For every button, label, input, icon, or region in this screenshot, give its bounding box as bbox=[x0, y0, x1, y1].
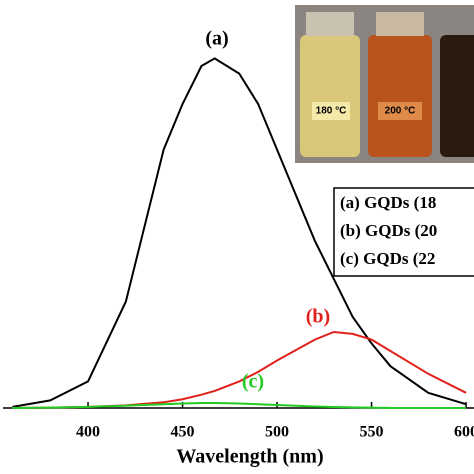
x-tick-label: 450 bbox=[171, 424, 195, 441]
x-axis-label: Wavelength (nm) bbox=[176, 446, 323, 468]
line-series bbox=[12, 330, 467, 409]
vial-label bbox=[378, 102, 422, 120]
vial-neck bbox=[306, 12, 354, 36]
line-series bbox=[12, 57, 467, 408]
legend-box bbox=[333, 187, 474, 277]
vial-neck bbox=[376, 12, 424, 36]
annotation: (a) bbox=[205, 28, 228, 50]
inset-photo: 180 °C 200 °C bbox=[295, 5, 474, 163]
legend-entry: (c) GQDs (22 bbox=[340, 249, 435, 268]
annotation: (b) bbox=[306, 306, 330, 328]
annotation: (c) bbox=[242, 371, 264, 393]
legend-entry: (a) GQDs (18 bbox=[340, 193, 436, 212]
legend-entry: (b) GQDs (20 bbox=[340, 221, 437, 240]
x-tick-label: 600 bbox=[454, 424, 474, 441]
vial bbox=[440, 35, 474, 157]
x-tick-label: 550 bbox=[360, 424, 384, 441]
line-series bbox=[12, 402, 467, 409]
inset-label: 180 °C bbox=[316, 106, 347, 117]
inset-label: 200 °C bbox=[385, 106, 416, 117]
x-tick-label: 400 bbox=[76, 424, 100, 441]
x-tick-label: 500 bbox=[265, 424, 289, 441]
vial bbox=[368, 35, 432, 157]
vial bbox=[300, 35, 360, 157]
vial-label bbox=[312, 102, 350, 120]
